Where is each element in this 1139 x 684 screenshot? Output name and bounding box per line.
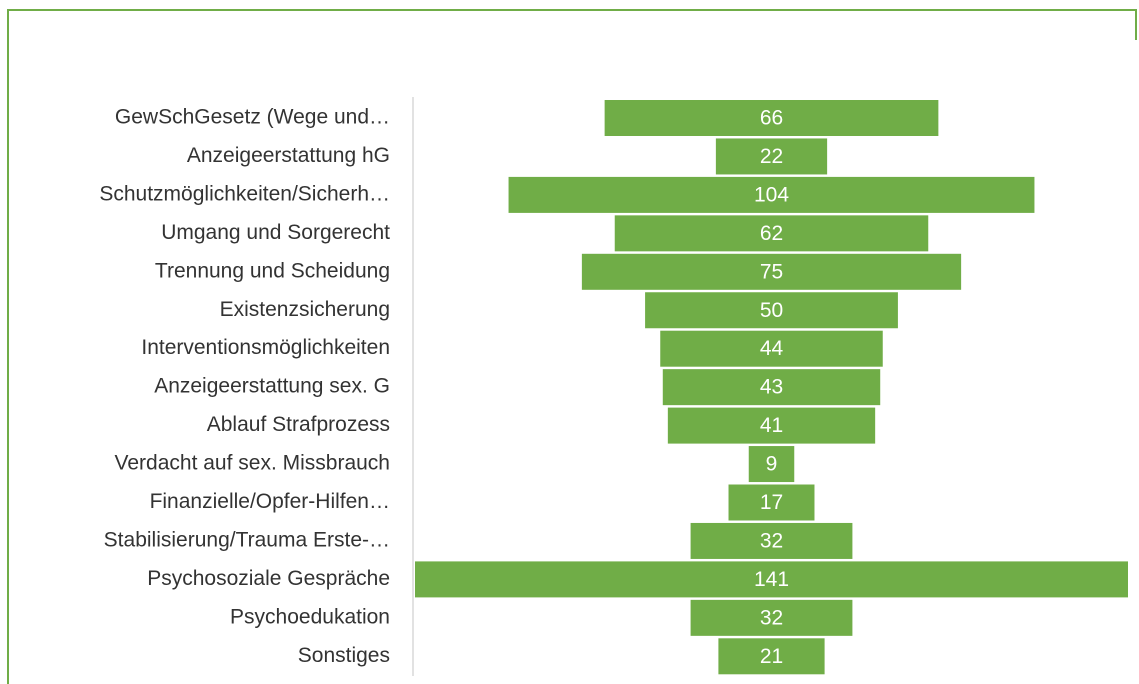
category-label: Sonstiges — [298, 644, 390, 667]
category-label: Trennung und Scheidung — [155, 259, 390, 282]
bar — [662, 369, 881, 406]
data-label: 17 — [760, 491, 783, 514]
data-label: 141 — [754, 568, 789, 591]
bar — [667, 407, 876, 444]
category-label: Existenzsicherung — [220, 298, 390, 321]
category-label: Umgang und Sorgerecht — [161, 221, 390, 244]
category-label: Schutzmöglichkeiten/Sicherh… — [99, 182, 390, 205]
bar — [614, 215, 929, 252]
category-label: Psychosoziale Gespräche — [147, 567, 390, 590]
bar — [508, 176, 1035, 213]
bar — [690, 599, 853, 636]
bar — [645, 292, 898, 329]
data-label: 50 — [760, 299, 783, 322]
data-label: 66 — [760, 107, 783, 130]
bar — [660, 330, 883, 367]
category-label: Anzeigeerstattung hG — [187, 144, 390, 167]
bar — [748, 446, 795, 483]
data-label: 44 — [760, 337, 784, 360]
bar — [728, 484, 815, 521]
category-label: Stabilisierung/Trauma Erste-… — [104, 528, 390, 551]
bar — [690, 522, 853, 559]
bar — [718, 638, 825, 675]
category-label: Anzeigeerstattung sex. G — [154, 375, 390, 398]
category-label: GewSchGesetz (Wege und… — [115, 106, 390, 129]
data-label: 104 — [754, 183, 789, 206]
data-label: 41 — [760, 414, 783, 437]
data-label: 32 — [760, 606, 783, 629]
data-label: 75 — [760, 260, 783, 283]
frame — [7, 9, 1137, 684]
data-label: 62 — [760, 222, 783, 245]
data-label: 32 — [760, 529, 783, 552]
category-label: Interventionsmöglichkeiten — [141, 336, 390, 359]
category-label: Finanzielle/Opfer-Hilfen… — [150, 490, 390, 513]
bar — [715, 138, 828, 175]
data-label: 22 — [760, 145, 783, 168]
data-label: 43 — [760, 376, 783, 399]
category-label: Verdacht auf sex. Missbrauch — [115, 452, 390, 475]
category-label: Ablauf Strafprozess — [207, 413, 390, 436]
category-label: Psychoedukation — [230, 605, 390, 628]
data-label: 9 — [766, 453, 778, 476]
bar — [581, 253, 962, 290]
data-label: 21 — [760, 645, 783, 668]
bar — [604, 100, 939, 136]
bar — [415, 561, 1128, 598]
